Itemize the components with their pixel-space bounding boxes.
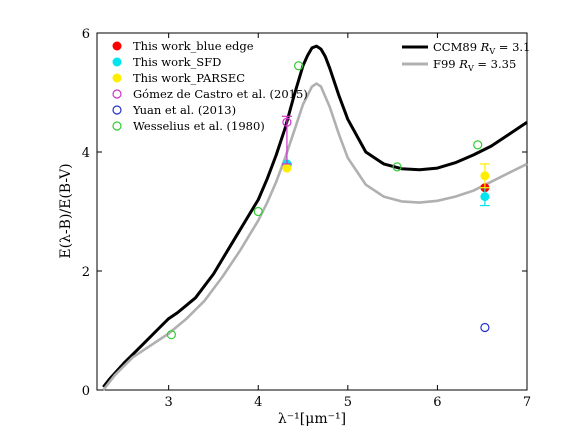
- f99-curve: [102, 82, 528, 391]
- legend-label: This work_PARSEC: [133, 71, 245, 85]
- data-point-open: [282, 117, 292, 127]
- data-points: [166, 61, 490, 340]
- legend-marker: [112, 57, 122, 67]
- y-tick-label: 2: [82, 265, 90, 280]
- legend-left: This work_blue edge This work_SFD This wor…: [112, 39, 308, 133]
- data-point-open: [253, 206, 263, 217]
- data-point-open: [392, 162, 402, 172]
- x-tick-label: 6: [433, 395, 441, 410]
- x-tick-label: 3: [165, 395, 173, 410]
- x-tick-label: 7: [523, 395, 531, 410]
- y-tick-label: 6: [82, 27, 90, 42]
- legend-marker: [112, 89, 122, 99]
- ccm89-curve: [102, 44, 528, 388]
- legend-label: This work_SFD: [133, 55, 221, 69]
- y-tick-label: 4: [82, 146, 90, 161]
- data-point-filled: [480, 192, 490, 202]
- axis-ticks: 3 4 5 6 7 0 2 4 6: [82, 27, 531, 410]
- legend-marker: [112, 105, 122, 115]
- y-tick-label: 0: [82, 384, 90, 399]
- model-curves: [102, 44, 528, 391]
- data-point-filled: [480, 171, 490, 181]
- legend-label: Gómez de Castro et al. (2015): [133, 87, 308, 101]
- legend-label: Yuan et al. (2013): [132, 103, 236, 117]
- legend-marker: [112, 73, 122, 83]
- legend-label: Wesselius et al. (1980): [133, 119, 265, 133]
- data-point-open: [480, 322, 490, 333]
- y-axis-label: E(λ-B)/E(B-V): [58, 163, 74, 258]
- data-point-open: [166, 330, 176, 340]
- x-tick-label: 4: [254, 395, 262, 410]
- x-tick-label: 5: [344, 395, 352, 410]
- legend-label: CCM89 RV = 3.1: [433, 40, 530, 56]
- legend-label: F99 RV = 3.35: [433, 57, 516, 73]
- plot-frame: [96, 32, 528, 391]
- data-point-open: [293, 61, 304, 71]
- legend-marker: [112, 121, 122, 131]
- legend-marker: [112, 41, 122, 51]
- x-axis-label: λ⁻¹[μm⁻¹]: [278, 411, 346, 427]
- legend-label: This work_blue edge: [133, 39, 254, 53]
- data-point-open: [473, 140, 483, 150]
- data-point-filled: [282, 163, 292, 173]
